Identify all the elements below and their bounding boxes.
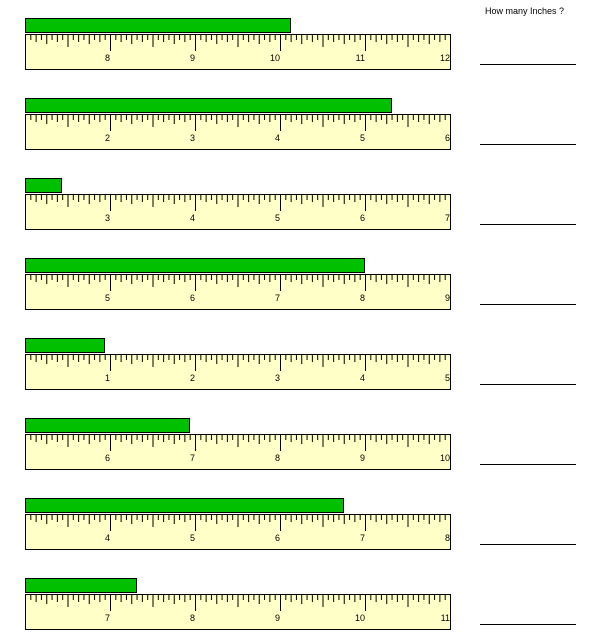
ruler-label: 3 [275,373,280,383]
problem-row: 8 9 10 11 12 [0,18,612,78]
instruction-header: How many Inches ? [485,6,565,16]
measured-bar [25,98,392,113]
ruler-label: 2 [105,133,110,143]
ruler-label: 7 [105,613,110,623]
ruler-label: 6 [445,133,450,143]
ruler-label: 3 [190,133,195,143]
ruler-label: 4 [360,373,365,383]
ruler-label: 8 [105,53,110,63]
problem-row: 7 8 9 10 11 [0,578,612,638]
ruler-label: 8 [275,453,280,463]
answer-line[interactable] [480,384,576,385]
ruler-scale: 6 7 8 9 10 [25,435,451,463]
ruler-label: 10 [270,53,280,63]
ruler-scale: 1 2 3 4 5 [25,355,451,383]
problem-row: 6 7 8 9 10 [0,418,612,478]
ruler-label: 7 [275,293,280,303]
ruler-label: 5 [445,373,450,383]
ruler-label: 8 [190,613,195,623]
problem-row: 1 2 3 4 5 [0,338,612,398]
answer-line[interactable] [480,224,576,225]
ruler: 5 6 7 8 9 [25,274,451,310]
problem-row: 4 5 6 7 8 [0,498,612,558]
ruler: 2 3 4 5 6 [25,114,451,150]
ruler: 1 2 3 4 5 [25,354,451,390]
ruler-scale: 3 4 5 6 7 [25,195,451,223]
ruler-scale: 4 5 6 7 8 [25,515,451,543]
ruler-label: 6 [105,453,110,463]
measured-bar [25,418,190,433]
ruler-label: 4 [275,133,280,143]
ruler-label: 7 [445,213,450,223]
ruler-label: 4 [190,213,195,223]
ruler-label: 6 [360,213,365,223]
ruler-label: 1 [105,373,110,383]
ruler-label: 3 [105,213,110,223]
ruler-label: 9 [360,453,365,463]
ruler-label: 6 [190,293,195,303]
ruler-label: 7 [360,533,365,543]
ruler-label: 5 [190,533,195,543]
measured-bar [25,178,62,193]
ruler-label: 9 [275,613,280,623]
ruler-scale: 5 6 7 8 9 [25,275,451,303]
ruler-label: 9 [190,53,195,63]
ruler-label: 5 [360,133,365,143]
ruler: 4 5 6 7 8 [25,514,451,550]
problem-row: 2 3 4 5 6 [0,98,612,158]
ruler-scale: 2 3 4 5 6 [25,115,451,143]
ruler-label: 8 [360,293,365,303]
ruler-label: 10 [440,453,450,463]
ruler-scale: 7 8 9 10 11 [25,595,451,623]
ruler-label: 5 [105,293,110,303]
ruler-label: 2 [190,373,195,383]
answer-line[interactable] [480,464,576,465]
ruler-label: 12 [440,53,450,63]
ruler-label: 10 [355,613,365,623]
answer-line[interactable] [480,624,576,625]
ruler-label: 9 [445,293,450,303]
ruler-label: 6 [275,533,280,543]
measured-bar [25,258,365,273]
ruler-label: 7 [190,453,195,463]
ruler-label: 4 [105,533,110,543]
problem-row: 3 4 5 6 7 [0,178,612,238]
ruler: 6 7 8 9 10 [25,434,451,470]
answer-line[interactable] [480,144,576,145]
problem-row: 5 6 7 8 9 [0,258,612,318]
ruler-label: 5 [275,213,280,223]
answer-line[interactable] [480,544,576,545]
ruler: 8 9 10 11 12 [25,34,451,70]
ruler: 3 4 5 6 7 [25,194,451,230]
measured-bar [25,338,105,353]
ruler-label: 11 [356,53,365,63]
answer-line[interactable] [480,64,576,65]
ruler: 7 8 9 10 11 [25,594,451,630]
measured-bar [25,18,291,33]
answer-line[interactable] [480,304,576,305]
ruler-label: 11 [441,613,450,623]
measured-bar [25,578,137,593]
measured-bar [25,498,344,513]
ruler-scale: 8 9 10 11 12 [25,35,451,63]
ruler-label: 8 [445,533,450,543]
